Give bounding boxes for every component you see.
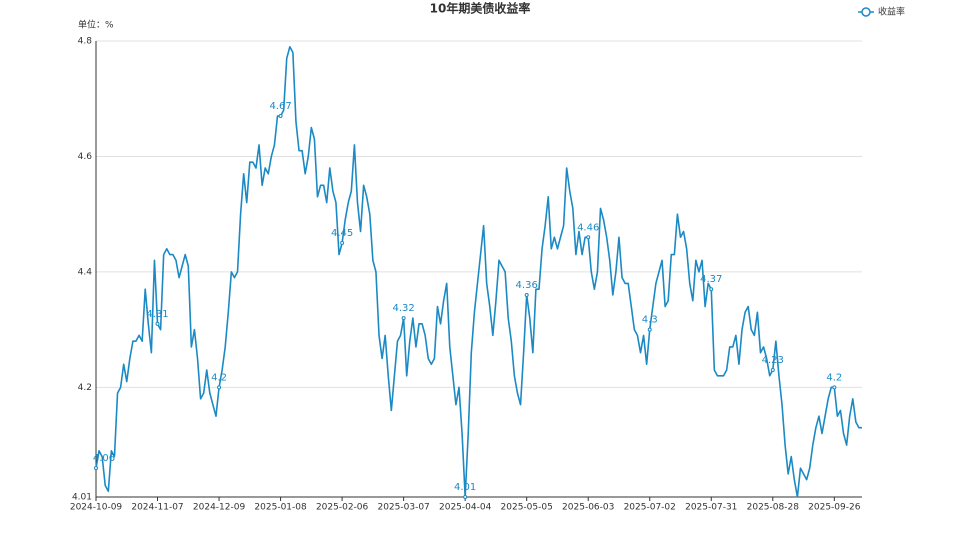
x-tick-label: 2024-11-07 xyxy=(131,503,183,513)
point xyxy=(586,235,591,240)
data-label: 4.2 xyxy=(211,372,227,383)
x-tick-label: 2025-08-28 xyxy=(747,503,800,513)
legend-label: 收益率 xyxy=(878,6,905,18)
data-label: 4.32 xyxy=(392,303,414,314)
data-label: 4.36 xyxy=(516,280,538,291)
chart-title: 10年期美债收益率 xyxy=(430,1,531,16)
point xyxy=(155,321,160,326)
x-tick-label: 2025-04-04 xyxy=(439,503,492,513)
x-tick-label: 2025-09-26 xyxy=(808,503,861,513)
point xyxy=(832,385,837,390)
chart-subtitle: 单位：% xyxy=(78,19,114,31)
data-label: 4.45 xyxy=(331,228,353,239)
legend-icon xyxy=(861,7,871,17)
point xyxy=(770,368,775,373)
x-tick-label: 2025-03-07 xyxy=(377,503,429,513)
point xyxy=(401,316,406,321)
x-tick-label: 2025-01-08 xyxy=(254,503,307,513)
point xyxy=(647,327,652,332)
x-tick-label: 2025-07-31 xyxy=(685,503,737,513)
data-label: 4.23 xyxy=(762,355,784,366)
point xyxy=(278,114,283,119)
x-tick-label: 2024-10-09 xyxy=(70,503,123,513)
data-label: 4.31 xyxy=(146,309,168,320)
line xyxy=(95,45,862,498)
data-label: 4.06 xyxy=(93,453,115,464)
point xyxy=(524,292,529,297)
x-tick-label: 2025-05-05 xyxy=(501,503,553,513)
point xyxy=(340,241,345,246)
y-tick-label: 4.8 xyxy=(78,37,93,47)
data-label: 4.37 xyxy=(700,274,722,285)
point xyxy=(463,495,468,499)
point xyxy=(94,466,98,471)
data-label: 4.01 xyxy=(454,482,476,493)
y-tick-label: 4.4 xyxy=(78,267,93,277)
data-label: 4.46 xyxy=(577,222,599,233)
x-tick-label: 2025-07-02 xyxy=(624,503,676,513)
x-tick-label: 2025-02-06 xyxy=(316,503,369,513)
point xyxy=(709,287,714,292)
y-tick-label: 4.01 xyxy=(72,493,92,503)
x-tick-label: 2025-06-03 xyxy=(562,503,614,513)
data-label: 4.67 xyxy=(269,101,291,112)
data-label: 4.2 xyxy=(826,372,842,383)
data-label: 4.3 xyxy=(642,315,658,326)
point xyxy=(217,385,222,390)
y-tick-label: 4.6 xyxy=(78,152,93,162)
y-tick-label: 4.2 xyxy=(78,383,92,393)
x-tick-label: 2024-12-09 xyxy=(193,503,246,513)
